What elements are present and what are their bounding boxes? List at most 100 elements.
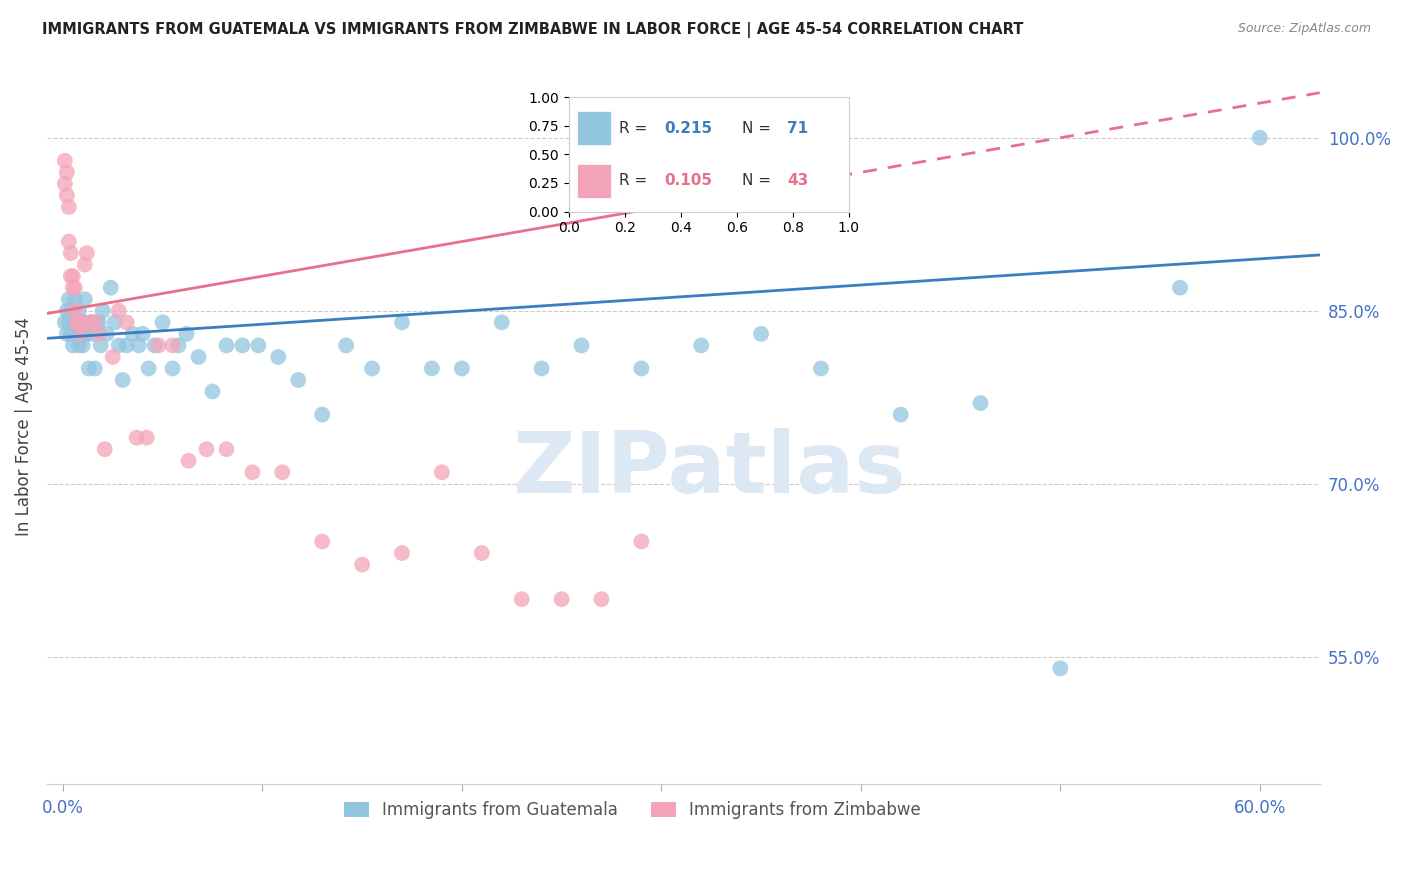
Point bbox=[1049, 661, 1071, 675]
Point bbox=[287, 373, 309, 387]
Point bbox=[271, 465, 294, 479]
Point bbox=[63, 303, 86, 318]
Point bbox=[352, 558, 374, 572]
Point bbox=[630, 534, 652, 549]
Text: ZIPatlas: ZIPatlas bbox=[512, 427, 905, 510]
Point bbox=[121, 326, 143, 341]
Point bbox=[162, 338, 184, 352]
Point bbox=[80, 315, 103, 329]
Point bbox=[135, 431, 157, 445]
Point bbox=[69, 315, 91, 329]
Point bbox=[76, 326, 98, 341]
Point bbox=[58, 235, 80, 249]
Point bbox=[59, 303, 82, 318]
Point bbox=[69, 326, 91, 341]
Point bbox=[63, 281, 86, 295]
Point bbox=[101, 350, 124, 364]
Point bbox=[125, 431, 148, 445]
Text: Source: ZipAtlas.com: Source: ZipAtlas.com bbox=[1237, 22, 1371, 36]
Point bbox=[510, 592, 533, 607]
Point bbox=[63, 315, 86, 329]
Point bbox=[247, 338, 270, 352]
Point bbox=[430, 465, 453, 479]
Point bbox=[450, 361, 472, 376]
Point bbox=[53, 315, 76, 329]
Point bbox=[162, 361, 184, 376]
Point bbox=[143, 338, 166, 352]
Point bbox=[66, 326, 89, 341]
Point bbox=[72, 315, 94, 329]
Point bbox=[240, 465, 263, 479]
Point bbox=[62, 338, 84, 352]
Point bbox=[591, 592, 613, 607]
Point bbox=[72, 338, 94, 352]
Point bbox=[749, 326, 772, 341]
Point bbox=[890, 408, 912, 422]
Point bbox=[59, 246, 82, 260]
Point bbox=[215, 442, 238, 457]
Point bbox=[148, 338, 170, 352]
Point bbox=[87, 326, 110, 341]
Y-axis label: In Labor Force | Age 45-54: In Labor Force | Age 45-54 bbox=[15, 317, 32, 535]
Point bbox=[56, 165, 79, 179]
Point bbox=[82, 315, 104, 329]
Point bbox=[335, 338, 357, 352]
Point bbox=[59, 326, 82, 341]
Point bbox=[69, 326, 91, 341]
Point bbox=[176, 326, 198, 341]
Point bbox=[391, 546, 413, 560]
Point bbox=[87, 315, 110, 329]
Point bbox=[311, 534, 333, 549]
Point bbox=[361, 361, 384, 376]
Point bbox=[215, 338, 238, 352]
Point bbox=[62, 315, 84, 329]
Point bbox=[111, 373, 134, 387]
Point bbox=[810, 361, 832, 376]
Point bbox=[73, 315, 96, 329]
Point bbox=[58, 315, 80, 329]
Point bbox=[177, 454, 200, 468]
Point bbox=[115, 338, 138, 352]
Legend: Immigrants from Guatemala, Immigrants from Zimbabwe: Immigrants from Guatemala, Immigrants fr… bbox=[337, 794, 928, 825]
Point bbox=[80, 315, 103, 329]
Point bbox=[56, 188, 79, 202]
Point bbox=[128, 338, 150, 352]
Point bbox=[72, 326, 94, 341]
Point bbox=[56, 303, 79, 318]
Point bbox=[195, 442, 218, 457]
Point bbox=[91, 303, 114, 318]
Point bbox=[73, 258, 96, 272]
Point bbox=[630, 361, 652, 376]
Point bbox=[420, 361, 443, 376]
Point bbox=[690, 338, 713, 352]
Point bbox=[93, 442, 115, 457]
Point bbox=[83, 361, 105, 376]
Point bbox=[76, 246, 98, 260]
Point bbox=[53, 153, 76, 168]
Point bbox=[83, 315, 105, 329]
Point bbox=[100, 281, 122, 295]
Point bbox=[115, 315, 138, 329]
Text: IMMIGRANTS FROM GUATEMALA VS IMMIGRANTS FROM ZIMBABWE IN LABOR FORCE | AGE 45-54: IMMIGRANTS FROM GUATEMALA VS IMMIGRANTS … bbox=[42, 22, 1024, 38]
Point bbox=[969, 396, 991, 410]
Point bbox=[471, 546, 494, 560]
Point bbox=[82, 326, 104, 341]
Point bbox=[104, 315, 127, 329]
Point bbox=[58, 292, 80, 306]
Point bbox=[58, 200, 80, 214]
Point bbox=[311, 408, 333, 422]
Point bbox=[73, 292, 96, 306]
Point bbox=[56, 326, 79, 341]
Point bbox=[391, 315, 413, 329]
Point bbox=[1249, 130, 1271, 145]
Point bbox=[67, 315, 90, 329]
Point bbox=[131, 326, 153, 341]
Point bbox=[1168, 281, 1191, 295]
Point bbox=[107, 303, 129, 318]
Point bbox=[62, 281, 84, 295]
Point bbox=[67, 303, 90, 318]
Point bbox=[187, 350, 209, 364]
Point bbox=[152, 315, 174, 329]
Point bbox=[550, 592, 572, 607]
Point bbox=[67, 338, 90, 352]
